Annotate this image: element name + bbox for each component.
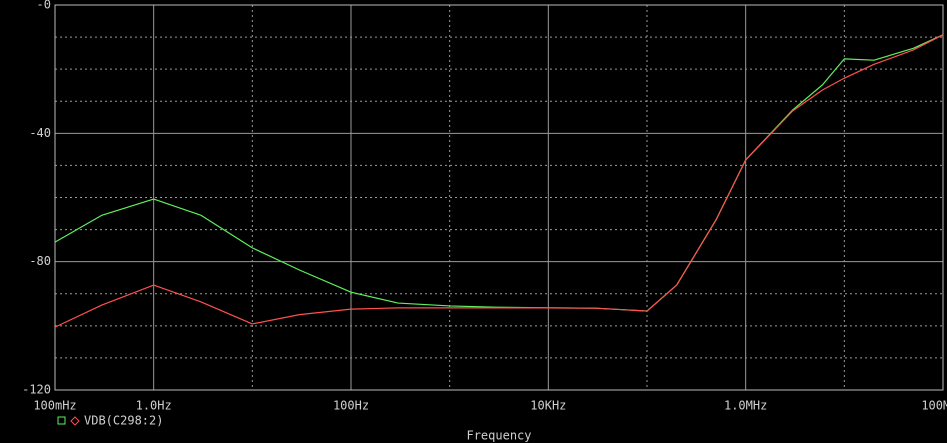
y-tick-label: -0	[37, 0, 51, 12]
x-tick-label: 10KHz	[530, 399, 566, 413]
y-tick-label: -40	[29, 126, 51, 140]
x-tick-label: 1.0MHz	[724, 399, 767, 413]
y-tick-label: -80	[29, 254, 51, 268]
plot-frame	[54, 4, 944, 391]
y-tick-label: -120	[22, 383, 51, 397]
x-tick-label: 100mHz	[33, 399, 76, 413]
x-axis-label: Frequency	[466, 429, 531, 443]
legend-marker	[70, 416, 80, 426]
legend-label: VDB(C298:2)	[84, 414, 163, 428]
x-tick-label: 100MHz	[921, 399, 947, 413]
x-tick-label: 100Hz	[333, 399, 369, 413]
x-tick-label: 1.0Hz	[136, 399, 172, 413]
legend-marker	[57, 416, 66, 425]
series-line	[54, 34, 944, 328]
